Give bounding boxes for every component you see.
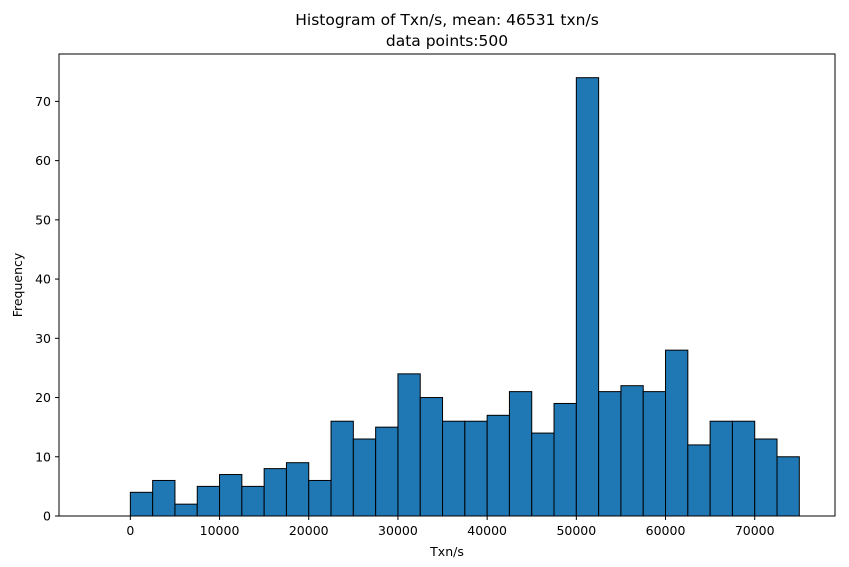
x-tick-label: 10000 xyxy=(200,523,240,538)
histogram-bar xyxy=(508,391,533,517)
histogram-bar xyxy=(598,391,622,517)
x-axis-label: Txn/s xyxy=(429,544,464,559)
y-tick-label: 10 xyxy=(35,449,51,464)
y-tick-label: 0 xyxy=(43,509,51,524)
histogram-bar xyxy=(731,420,756,517)
x-tick-label: 30000 xyxy=(378,523,418,538)
histogram-bar xyxy=(620,385,644,517)
histogram-bar xyxy=(285,462,310,517)
chart-subtitle: data points:500 xyxy=(386,32,508,50)
y-tick-label: 70 xyxy=(35,94,51,109)
chart-title: Histogram of Txn/s, mean: 46531 txn/s xyxy=(295,11,599,29)
histogram-bar xyxy=(687,444,711,517)
x-tick-label: 70000 xyxy=(735,523,775,538)
histogram-bar xyxy=(531,432,555,517)
histogram-bar xyxy=(263,468,287,517)
histogram-bar xyxy=(575,77,600,517)
plot-frame xyxy=(58,53,836,517)
y-axis-ticks: 0 10 20 30 40 50 60 70 xyxy=(35,94,59,524)
x-tick-label: 60000 xyxy=(646,523,686,538)
histogram-bar xyxy=(219,474,243,517)
x-tick-label: 0 xyxy=(126,523,134,538)
histogram-bar xyxy=(486,414,510,517)
histogram-bar xyxy=(129,491,154,517)
y-tick-label: 60 xyxy=(35,153,51,168)
y-axis-label: Frequency xyxy=(10,252,25,317)
histogram-bar xyxy=(442,420,466,517)
histogram-bar xyxy=(419,397,444,517)
histogram-bar xyxy=(241,485,265,517)
histogram-bar xyxy=(665,349,689,517)
x-tick-label: 40000 xyxy=(467,523,507,538)
histogram-bar xyxy=(776,456,800,517)
histogram-bar xyxy=(464,420,488,517)
histogram-bar xyxy=(397,373,421,517)
y-tick-label: 40 xyxy=(35,272,51,287)
histogram-bar xyxy=(330,420,354,517)
histogram-bar xyxy=(174,503,198,517)
y-tick-label: 30 xyxy=(35,331,51,346)
y-tick-label: 50 xyxy=(35,212,51,227)
x-tick-label: 50000 xyxy=(556,523,596,538)
x-axis-ticks: 0 10000 20000 30000 40000 50000 60000 70000 xyxy=(126,516,775,538)
histogram-bar xyxy=(352,438,377,517)
histogram-bar xyxy=(375,426,399,517)
histogram-bar xyxy=(196,485,221,517)
histogram-bar xyxy=(553,402,577,517)
histogram-bar xyxy=(709,420,733,517)
histogram-bar xyxy=(754,438,778,517)
histogram-bar xyxy=(152,479,176,517)
y-tick-label: 20 xyxy=(35,390,51,405)
histogram-bar xyxy=(642,391,667,517)
histogram-bar xyxy=(308,479,332,517)
x-tick-label: 20000 xyxy=(289,523,329,538)
bars-group xyxy=(129,77,800,517)
